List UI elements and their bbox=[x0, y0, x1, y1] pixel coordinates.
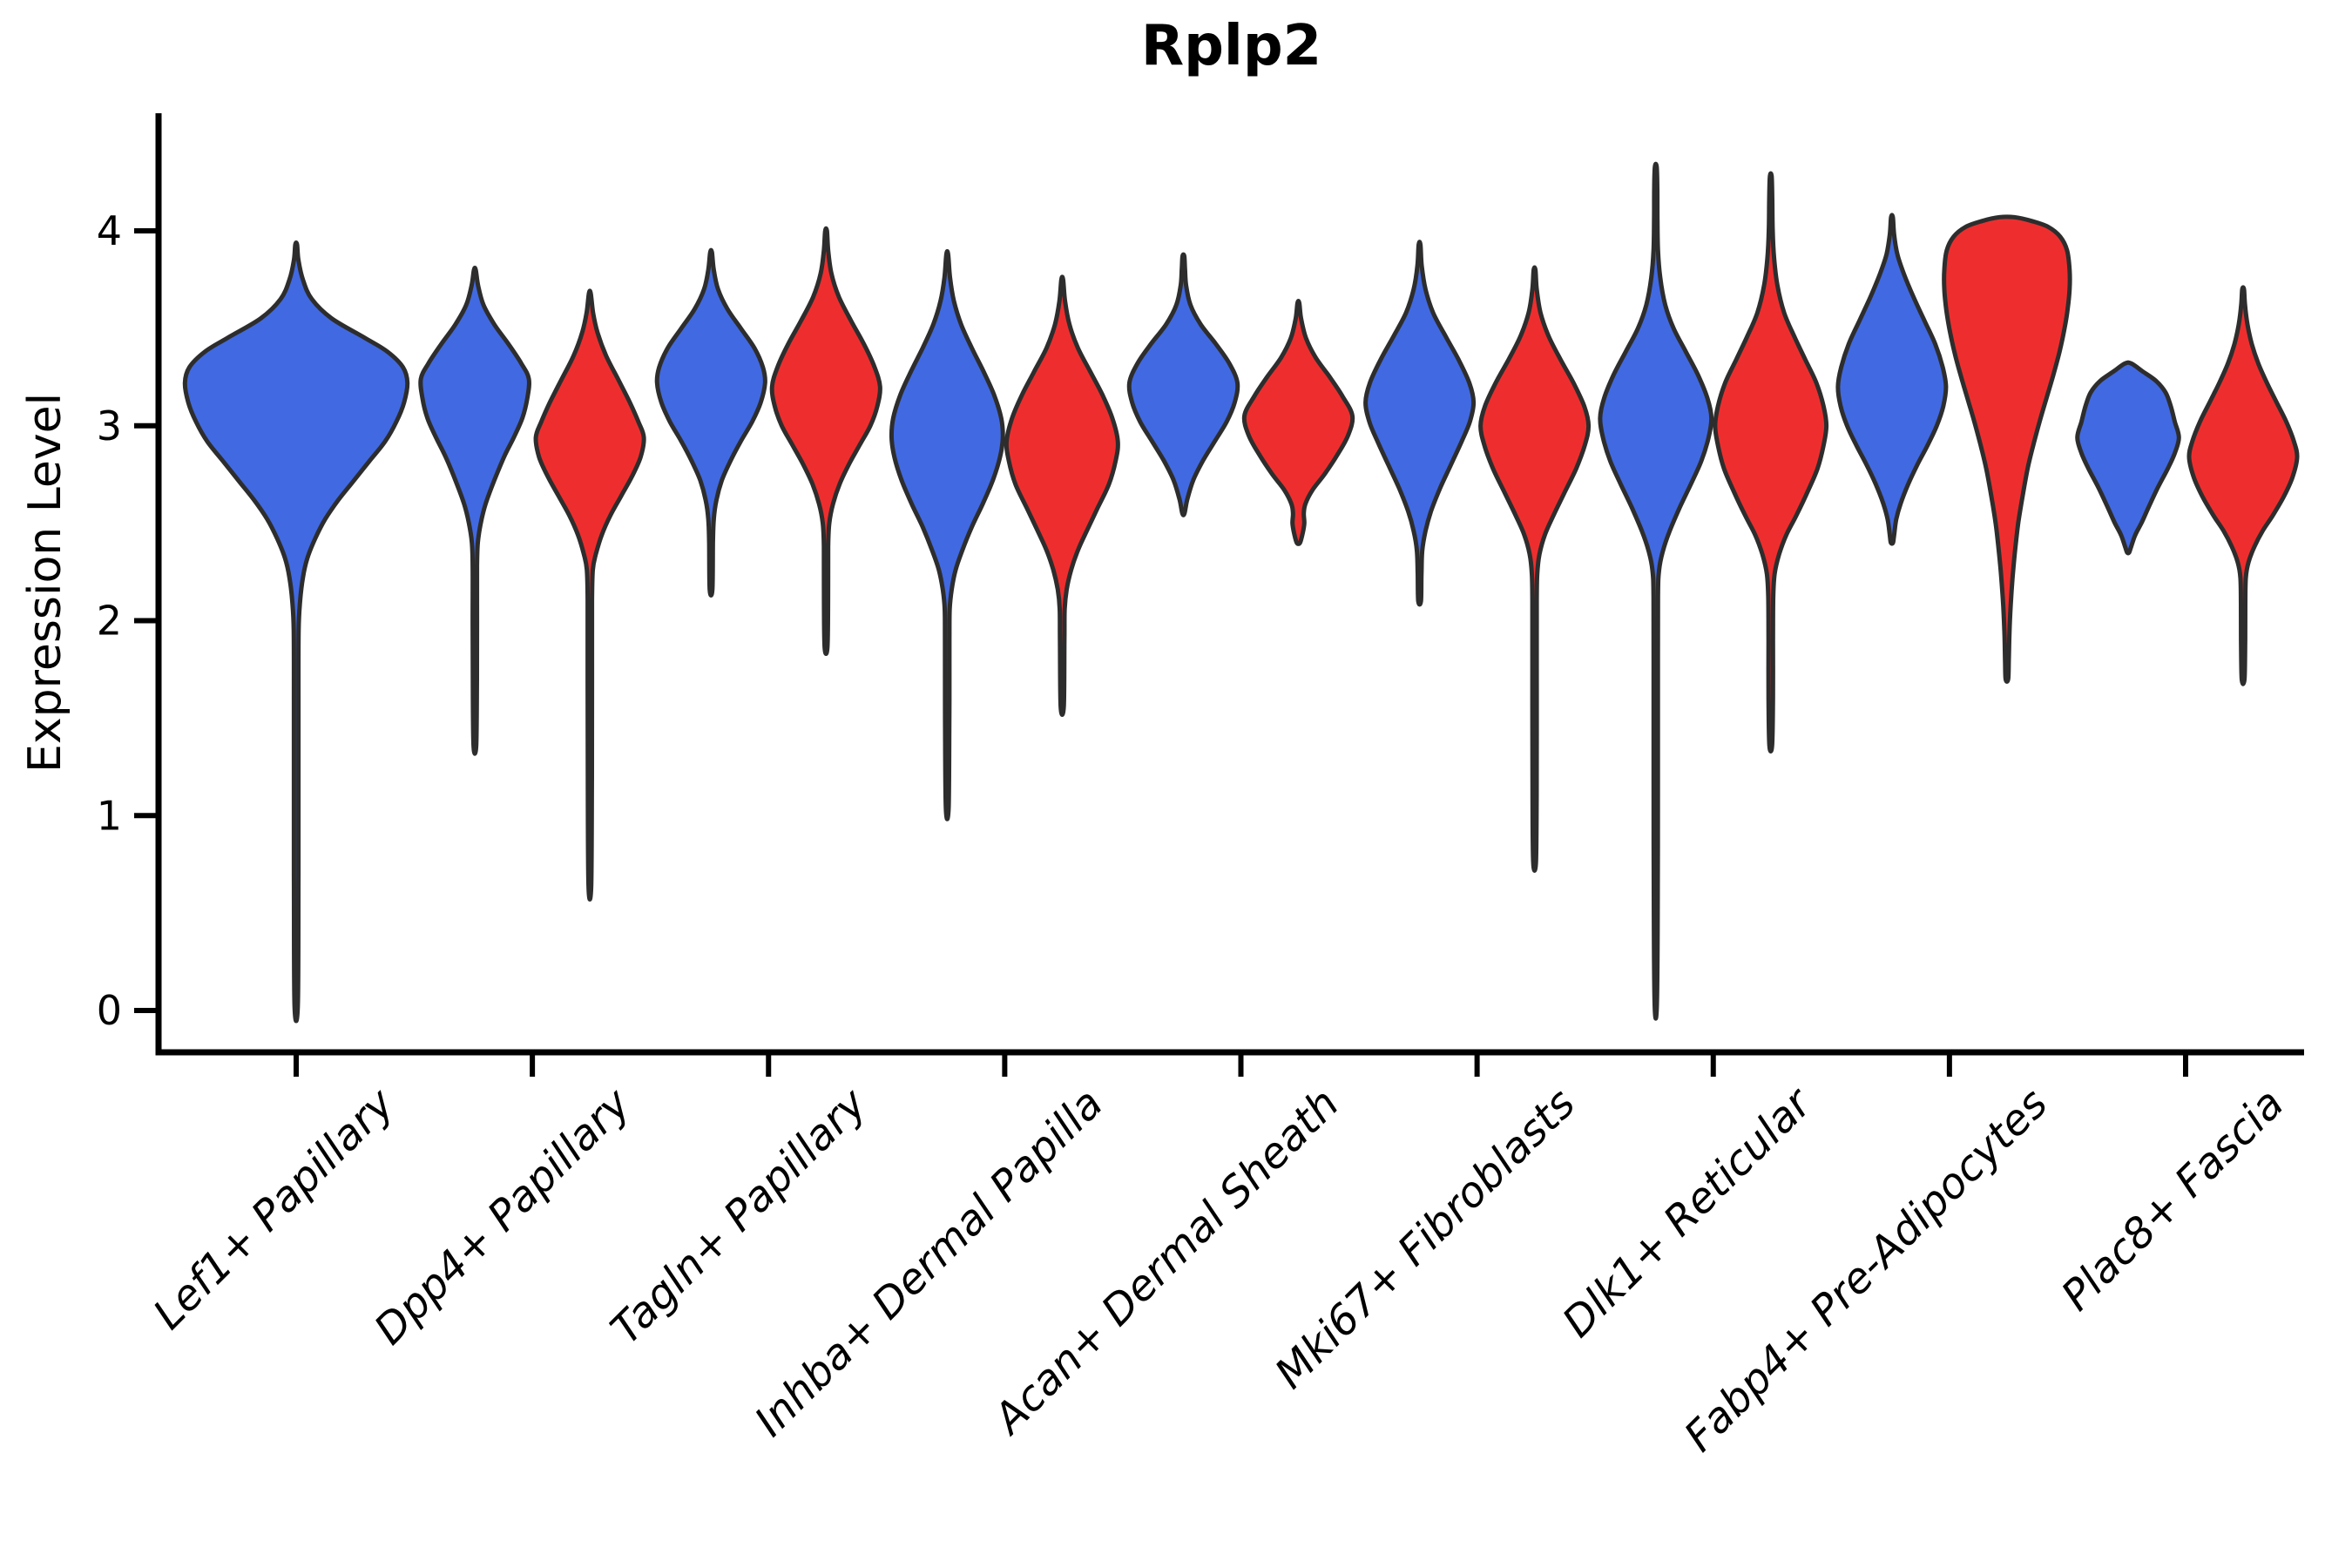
y-tick-label: 1 bbox=[97, 792, 122, 839]
violin-6-blue bbox=[1598, 161, 1714, 1021]
violin-5-red bbox=[1478, 265, 1592, 873]
violin-6-red bbox=[1713, 171, 1829, 754]
y-tick-label: 0 bbox=[97, 987, 122, 1034]
violin-2-blue bbox=[654, 247, 767, 598]
y-tick-label: 3 bbox=[97, 402, 122, 449]
violin-7-blue bbox=[1835, 213, 1949, 546]
y-tick-label: 2 bbox=[97, 598, 122, 645]
chart-title: Rplp2 bbox=[1140, 14, 1322, 78]
violin-5-blue bbox=[1363, 240, 1477, 607]
violin-2-red bbox=[769, 226, 882, 657]
violin-3-blue bbox=[889, 249, 1005, 821]
violin-3-red bbox=[1004, 274, 1120, 717]
violin-1-red bbox=[533, 288, 646, 902]
violins-layer bbox=[182, 161, 2300, 1024]
x-tick-label: Dlk1+ Reticular bbox=[1553, 1078, 1823, 1348]
violin-1-blue bbox=[418, 266, 531, 756]
violin-0-blue bbox=[182, 240, 410, 1024]
x-tick-label: Lef1+ Papillary bbox=[144, 1078, 404, 1339]
axes-layer bbox=[155, 113, 2304, 1056]
violin-4-red bbox=[1241, 299, 1355, 546]
x-tick-label: Plac8+ Fascia bbox=[2052, 1079, 2294, 1321]
x-tick-label: Tagln+ Papillary bbox=[602, 1078, 877, 1354]
violin-8-red bbox=[2186, 285, 2300, 686]
violin-8-blue bbox=[2075, 360, 2181, 556]
x-tick-label: Dpp4+ Papillary bbox=[365, 1078, 640, 1354]
violin-4-blue bbox=[1126, 252, 1240, 517]
y-tick-label: 4 bbox=[97, 207, 122, 254]
violin-7-red bbox=[1942, 214, 2072, 684]
